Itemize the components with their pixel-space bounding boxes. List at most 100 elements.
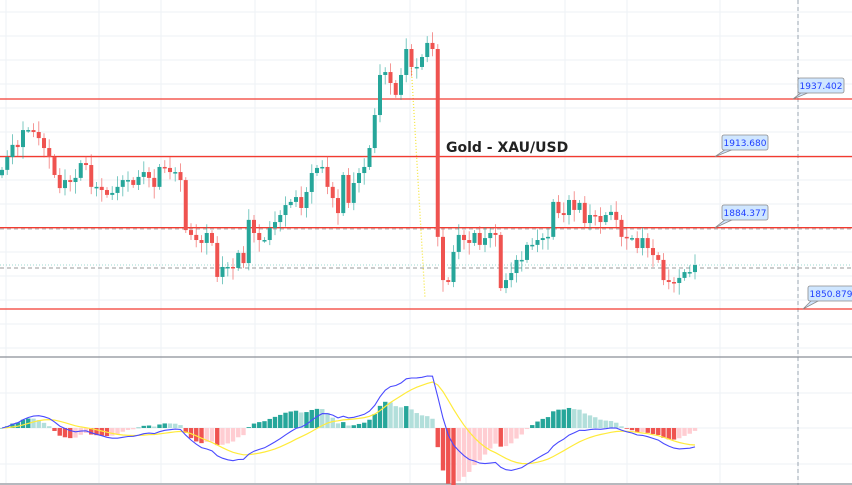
macd-histogram-bar <box>414 413 419 428</box>
macd-histogram-bar <box>288 411 293 428</box>
candle-down <box>336 198 340 214</box>
candle-down <box>241 252 246 264</box>
candle-down <box>556 201 561 214</box>
macd-histogram-bar <box>167 423 173 428</box>
candle-up <box>551 201 556 237</box>
macd-histogram-bar <box>440 428 446 471</box>
macd-histogram-bar <box>183 428 188 433</box>
macd-histogram-bar <box>304 412 309 428</box>
macd-histogram-bar <box>551 411 556 428</box>
macd-histogram-bar <box>656 428 661 435</box>
candle-up <box>278 215 283 223</box>
macd-histogram-bar <box>467 428 472 472</box>
macd-histogram-bar <box>131 428 136 430</box>
candle-up <box>173 172 178 174</box>
candle-up <box>378 74 382 116</box>
candle-down <box>31 130 36 133</box>
macd-histogram-bar <box>561 409 566 428</box>
macd-histogram-bar <box>566 407 572 428</box>
macd-histogram-bar <box>335 423 341 428</box>
macd-histogram-bar <box>136 427 141 429</box>
macd-histogram-bar <box>535 421 540 428</box>
macd-histogram-bar <box>162 423 167 428</box>
candle-down <box>467 240 472 243</box>
macd-histogram-bar <box>404 406 409 428</box>
macd-histogram-bar <box>666 428 671 440</box>
macd-histogram-bar <box>346 425 351 428</box>
chart-title: Gold - XAU/USD <box>446 140 568 156</box>
candle-up <box>577 202 582 210</box>
candle-up <box>504 280 508 289</box>
candle-down <box>47 148 52 158</box>
candle-down <box>435 49 440 237</box>
candle-up <box>567 199 571 216</box>
macd-histogram-bar <box>251 423 257 428</box>
candle-down <box>393 82 398 95</box>
candle-down <box>619 219 624 237</box>
candle-down <box>68 180 73 183</box>
candle-up <box>0 169 4 176</box>
candle-down <box>105 190 109 195</box>
candle-down <box>183 180 188 231</box>
macd-histogram-bar <box>257 422 262 428</box>
macd-histogram-bar <box>41 422 47 428</box>
macd-histogram-bar <box>530 425 535 428</box>
candle-down <box>199 240 204 243</box>
candle-down <box>330 186 335 199</box>
macd-histogram-bar <box>372 413 377 428</box>
candle-down <box>299 197 304 208</box>
candle-down <box>168 167 172 173</box>
candle-down <box>493 232 498 235</box>
candle-up <box>630 238 634 240</box>
macd-histogram-bar <box>225 428 230 444</box>
macd-histogram-bar <box>383 401 388 428</box>
macd-histogram-bar <box>330 417 335 428</box>
macd-histogram-bar <box>509 428 514 444</box>
price-label-callout: 1913.680 <box>714 134 769 157</box>
candle-up <box>535 240 540 245</box>
candle-up <box>94 186 99 189</box>
macd-histogram-bar <box>687 428 692 434</box>
macd-histogram-bar <box>36 420 41 428</box>
macd-histogram-bar <box>272 416 278 428</box>
macd-histogram-bar <box>89 428 94 435</box>
candle-up <box>304 191 309 208</box>
macd-histogram-bar <box>47 426 52 428</box>
candle-up <box>456 234 461 252</box>
candle-down <box>477 232 482 245</box>
macd-histogram-bar <box>608 421 614 428</box>
candle-down <box>189 230 193 235</box>
macd-histogram-bar <box>524 428 530 430</box>
candle-down <box>178 172 183 181</box>
candle-down <box>645 238 650 249</box>
candle-up <box>677 277 682 283</box>
candle-down <box>215 242 220 277</box>
macd-histogram-bar <box>236 428 241 438</box>
macd-histogram-bar <box>31 418 36 428</box>
candle-up <box>309 173 314 192</box>
candle-up <box>509 273 514 281</box>
candle-up <box>609 211 613 216</box>
candle-up <box>351 182 356 203</box>
macd-histogram-bar <box>682 428 687 436</box>
macd-histogram-bar <box>635 428 640 433</box>
price-label-text: 1937.402 <box>800 82 843 92</box>
candle-up <box>262 240 267 242</box>
candle-down <box>661 259 666 281</box>
candle-up <box>63 180 67 189</box>
candle-up <box>246 219 251 264</box>
macd-histogram-bar <box>246 427 251 428</box>
macd-histogram-bar <box>619 426 624 428</box>
macd-histogram-bar <box>199 428 204 444</box>
candle-up <box>110 192 115 195</box>
macd-histogram-bar <box>519 428 524 435</box>
candle-up <box>225 266 230 269</box>
macd-histogram-bar <box>341 422 346 428</box>
macd-histogram-bar <box>278 414 283 428</box>
candle-down <box>598 215 603 223</box>
macd-histogram-bar <box>692 428 698 431</box>
candle-up <box>294 197 298 202</box>
macd-histogram-bar <box>393 406 398 428</box>
candle-down <box>147 172 151 178</box>
